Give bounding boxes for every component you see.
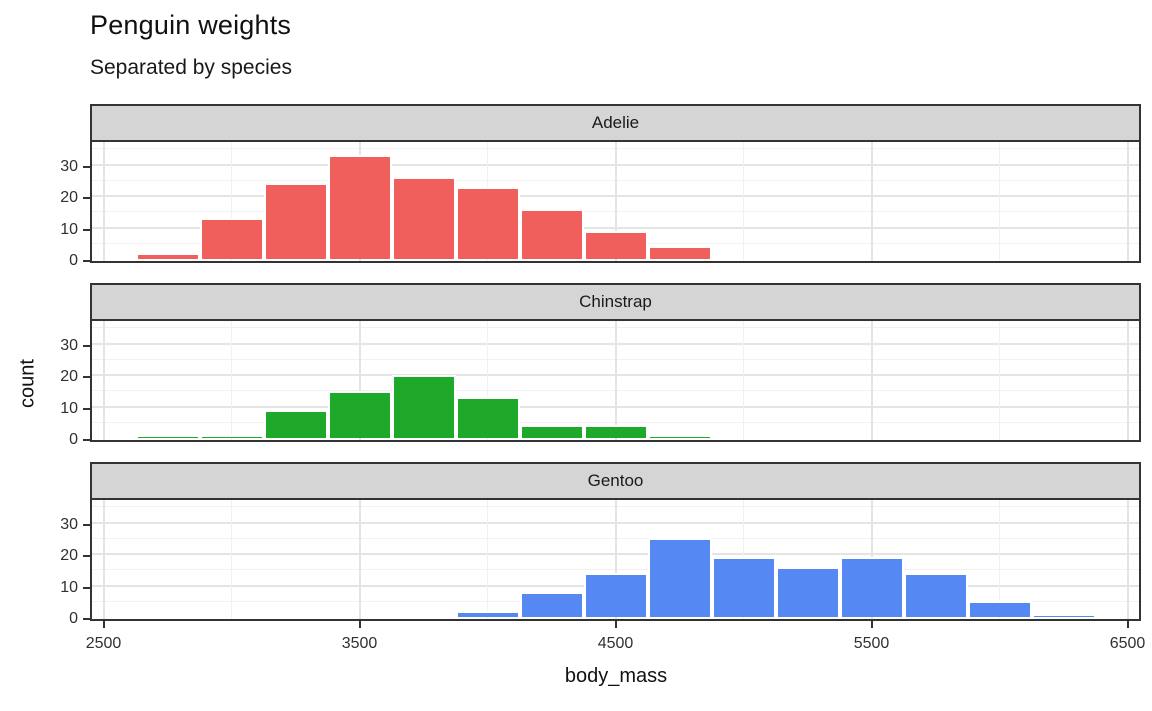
x-axis-tick — [614, 621, 617, 628]
gridline-x-major — [358, 321, 361, 440]
y-axis-tick — [83, 618, 90, 620]
histogram-bar — [647, 434, 712, 438]
gridline-x-minor — [487, 500, 488, 619]
gridline-x-major — [1126, 321, 1129, 440]
x-axis-tick-label: 6500 — [1109, 635, 1146, 652]
y-axis-tick — [83, 439, 90, 441]
gridline-x-major — [358, 500, 361, 619]
gridline-x-minor — [999, 500, 1000, 619]
histogram-bar — [455, 186, 520, 259]
histogram-bar — [327, 155, 392, 259]
y-axis-tick-label: 30 — [60, 157, 78, 175]
histogram-bar — [199, 218, 264, 259]
y-axis-tick-label: 10 — [60, 399, 78, 417]
y-axis-tick — [83, 407, 90, 410]
gridline-x-major — [102, 142, 105, 261]
histogram-bar — [519, 425, 584, 438]
x-axis-tick — [102, 621, 105, 628]
gridline-x-minor — [231, 500, 232, 619]
histogram-bar — [775, 566, 840, 617]
plot-subtitle: Separated by species — [90, 56, 292, 79]
gridline-x-major — [614, 500, 617, 619]
gridline-x-major — [102, 500, 105, 619]
x-axis-tick — [870, 621, 873, 628]
x-axis-tick-label: 2500 — [85, 635, 122, 652]
gridline-x-minor — [487, 321, 488, 440]
y-axis-tick-label: 10 — [60, 220, 78, 238]
histogram-bar — [519, 591, 584, 617]
plot-title: Penguin weights — [90, 10, 292, 40]
histogram-bar — [583, 230, 648, 259]
y-axis-tick — [83, 555, 90, 557]
histogram-bar — [583, 425, 648, 438]
y-axis-tick-label: 20 — [60, 368, 78, 385]
gridline-x-major — [870, 142, 873, 261]
histogram-bar — [135, 434, 200, 438]
gridline-x-minor — [999, 142, 1000, 261]
histogram-bar — [839, 557, 904, 617]
y-axis-tick-label: 0 — [69, 431, 78, 448]
histogram-bar — [519, 208, 584, 259]
gridline-x-minor — [999, 321, 1000, 440]
y-axis-tick — [83, 523, 90, 526]
y-axis-tick — [83, 165, 90, 168]
histogram-bar — [263, 183, 328, 259]
y-axis-tick-label: 0 — [69, 252, 78, 269]
histogram-bar — [135, 252, 200, 259]
x-axis-tick-label: 5500 — [853, 635, 890, 652]
gridline-x-major — [870, 321, 873, 440]
histogram-bar — [455, 397, 520, 438]
histogram-bar — [583, 572, 648, 617]
y-axis-tick-label: 10 — [60, 578, 78, 596]
gridline-x-minor — [231, 142, 232, 261]
gridline-x-major — [614, 142, 617, 261]
y-axis-tick-label: 20 — [60, 547, 78, 564]
histogram-bar — [967, 601, 1032, 617]
gridline-x-major — [614, 321, 617, 440]
gridline-x-major — [1126, 142, 1129, 261]
facet-strip-adelie: Adelie — [90, 104, 1141, 142]
y-axis-tick — [83, 344, 90, 347]
x-axis-tick-label: 4500 — [597, 635, 634, 652]
gridline-x-minor — [743, 142, 744, 261]
facet-strip-gentoo: Gentoo — [90, 462, 1141, 500]
facet-panel-chinstrap — [90, 321, 1141, 442]
x-axis-tick — [1126, 621, 1129, 628]
y-axis-tick-label: 30 — [60, 515, 78, 533]
histogram-bar — [263, 409, 328, 438]
gridline-x-minor — [743, 321, 744, 440]
x-axis-tick — [358, 621, 361, 628]
x-axis-title: body_mass — [564, 665, 668, 687]
y-axis-tick — [83, 376, 90, 378]
facet-panel-gentoo — [90, 500, 1141, 621]
gridline-x-minor — [231, 321, 232, 440]
histogram-bar — [647, 246, 712, 259]
y-axis-tick — [83, 586, 90, 589]
y-axis-tick-label: 20 — [60, 189, 78, 206]
y-axis-tick-label: 0 — [69, 610, 78, 627]
y-axis-tick-label: 30 — [60, 336, 78, 354]
x-axis-tick-label: 3500 — [341, 635, 378, 652]
histogram-bar — [711, 557, 776, 617]
histogram-bar — [647, 538, 712, 617]
y-axis-tick — [83, 260, 90, 262]
histogram-bar — [327, 390, 392, 438]
y-axis-tick — [83, 228, 90, 231]
gridline-x-major — [102, 321, 105, 440]
facet-strip-chinstrap: Chinstrap — [90, 283, 1141, 321]
facet-panel-adelie — [90, 142, 1141, 263]
histogram-bar — [199, 434, 264, 438]
histogram-bar — [903, 572, 968, 617]
histogram-bar — [1031, 613, 1096, 617]
histogram-bar — [391, 177, 456, 259]
y-axis-tick — [83, 197, 90, 199]
histogram-bar — [391, 375, 456, 438]
histogram-bar — [455, 610, 520, 617]
gridline-x-major — [1126, 500, 1129, 619]
